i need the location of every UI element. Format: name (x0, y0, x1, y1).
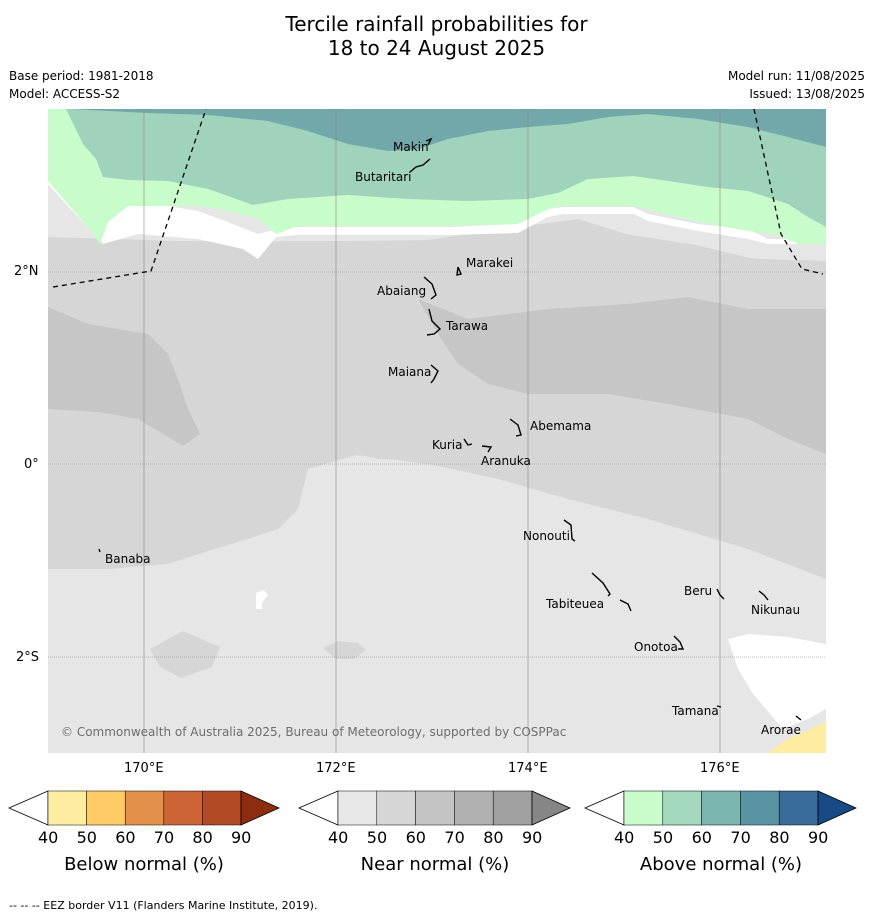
place-tarawa: Tarawa (445, 319, 488, 333)
colorbar-extend-low (583, 790, 625, 826)
colorbar-tick-label: 70 (730, 828, 751, 847)
colorbar-tick-label: 80 (483, 828, 504, 847)
colorbar-tick-label: 50 (76, 828, 97, 847)
copyright-text: © Commonwealth of Australia 2025, Bureau… (61, 725, 566, 739)
white-patch (728, 634, 826, 729)
colorbar-tick-label: 50 (366, 828, 388, 847)
place-maiana: Maiana (388, 365, 431, 379)
colorbar-segment (778, 790, 819, 826)
near-normal-60-left (48, 307, 200, 446)
place-nonouti: Nonouti (523, 529, 570, 543)
colorbar-segment (337, 790, 378, 826)
lon-label-172: 172°E (316, 761, 356, 776)
colorbar-extend-low (7, 790, 49, 826)
lon-label-170: 170°E (124, 761, 164, 776)
near-normal-title: Near normal (%) (360, 854, 510, 875)
lon-label-174: 174°E (508, 761, 548, 776)
place-arorae: Arorae (761, 723, 801, 737)
colorbar-segment (740, 790, 780, 826)
rainfall-map: © Commonwealth of Australia 2025, Bureau… (48, 109, 826, 753)
eez-border (52, 109, 824, 288)
place-abemama: Abemama (530, 419, 591, 433)
colorbar-near-normal (297, 790, 571, 826)
colorbar-tick-label: 70 (444, 828, 465, 847)
colorbar-segment (415, 790, 455, 826)
place-kuria: Kuria (432, 438, 463, 452)
colorbar-segment (454, 790, 494, 826)
meta-left: Base period: 1981-2018 Model: ACCESS-S2 (9, 67, 154, 103)
above-normal-50-region (66, 109, 826, 227)
map-title: Tercile rainfall probabilities for 18 to… (0, 12, 873, 60)
model-name: Model: ACCESS-S2 (9, 87, 121, 101)
meta-right: Model run: 11/08/2025 Issued: 13/08/2025 (728, 67, 865, 103)
place-labels: Makin Butaritari Marakei Abaiang Tarawa … (105, 140, 801, 737)
colorbar-extend-high (240, 790, 280, 826)
colorbar-below-normal (7, 790, 280, 826)
colorbar-tick-label: 40 (38, 828, 59, 847)
eez-footnote: -- -- -- EEZ border V11 (Flanders Marine… (9, 899, 318, 912)
islands (98, 137, 802, 721)
colorbar-extend-low (297, 790, 339, 826)
colorbar-tick-label: 60 (405, 828, 426, 847)
near-normal-60-right (418, 297, 826, 454)
place-onotoa: Onotoa (634, 640, 678, 654)
issued-date: Issued: 13/08/2025 (749, 87, 865, 101)
place-aranuka: Aranuka (481, 454, 531, 468)
colorbar-tick-label: 90 (522, 828, 543, 847)
model-run: Model run: 11/08/2025 (727, 69, 865, 83)
title-line-2: 18 to 24 August 2025 (327, 36, 546, 60)
colorbar-tick-label: 80 (769, 828, 790, 847)
colorbar-segment (47, 790, 87, 826)
colorbar-above-normal (583, 790, 857, 826)
place-abaiang: Abaiang (377, 284, 426, 298)
colorbar-segment (492, 790, 533, 826)
colorbar-tick-label: 70 (153, 828, 175, 847)
colorbar-tick-label: 90 (808, 828, 829, 847)
colorbar-segment (86, 790, 126, 826)
near-normal-50-patch-1 (150, 631, 220, 678)
colorbar-tick-label: 90 (231, 828, 252, 847)
colorbar-segment (124, 790, 165, 826)
colorbar-tick-label: 60 (115, 828, 136, 847)
colorbar-segment (202, 790, 242, 826)
lon-label-176: 176°E (700, 761, 740, 776)
colorbar-tick-label: 80 (192, 828, 213, 847)
place-banaba: Banaba (105, 552, 151, 566)
colorbar-extend-high (531, 790, 571, 826)
colorbar-tick-label: 50 (652, 828, 674, 847)
lat-label-2n: 2°N (14, 264, 39, 279)
place-tamana: Tamana (671, 704, 719, 718)
below-normal-40-patch (768, 722, 826, 753)
lat-label-0: 0° (24, 457, 39, 472)
below-normal-title: Below normal (%) (64, 854, 224, 875)
grid (48, 109, 826, 753)
colorbar-tick-label: 40 (328, 828, 349, 847)
colorbar-segment (662, 790, 702, 826)
place-nikunau: Nikunau (751, 603, 800, 617)
white-patch-small (256, 590, 268, 609)
near-normal-50-patch-2 (323, 641, 366, 659)
colorbar-tick-label: 60 (691, 828, 712, 847)
lat-label-2s: 2°S (16, 650, 40, 665)
place-makin: Makin (393, 140, 429, 154)
title-line-1: Tercile rainfall probabilities for (285, 12, 588, 36)
place-beru: Beru (684, 584, 712, 598)
below-threshold-band (48, 131, 826, 259)
place-tabiteuea: Tabiteuea (545, 597, 604, 611)
place-marakei: Marakei (466, 256, 513, 270)
colorbars (7, 790, 857, 826)
colorbar-segment (376, 790, 416, 826)
place-butaritari: Butaritari (355, 170, 412, 184)
base-period: Base period: 1981-2018 (9, 69, 154, 83)
colorbar-segment (163, 790, 203, 826)
colorbar-extend-high (817, 790, 857, 826)
colorbar-segment (701, 790, 741, 826)
above-normal-title: Above normal (%) (639, 854, 803, 875)
colorbar-segment (623, 790, 664, 826)
above-normal-60-region (70, 109, 826, 151)
colorbar-tick-label: 40 (614, 828, 635, 847)
